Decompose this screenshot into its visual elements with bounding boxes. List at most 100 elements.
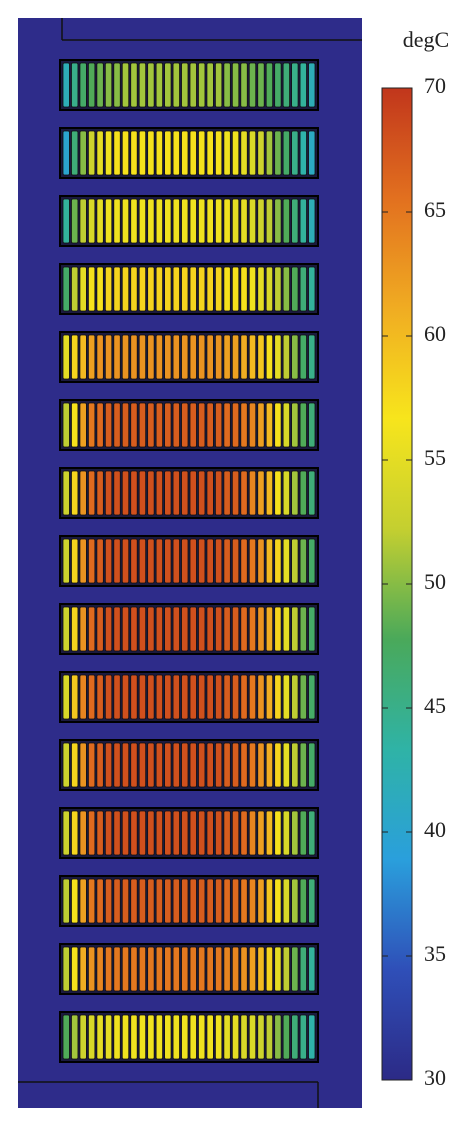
- cell: [172, 470, 180, 516]
- cell: [299, 334, 307, 380]
- cell: [214, 266, 223, 312]
- cell: [172, 62, 180, 108]
- cell: [155, 946, 163, 992]
- cell: [274, 198, 282, 244]
- cell: [181, 266, 189, 312]
- cell: [121, 266, 130, 312]
- cell: [231, 946, 240, 992]
- cell: [113, 1014, 121, 1060]
- cell: [248, 402, 257, 448]
- cell: [198, 402, 206, 448]
- cell: [138, 334, 147, 380]
- cell: [147, 62, 155, 108]
- cell: [299, 470, 307, 516]
- cell: [240, 946, 248, 992]
- cell: [62, 810, 70, 856]
- cell: [206, 198, 214, 244]
- cell: [138, 878, 147, 924]
- cell: [257, 334, 265, 380]
- cell: [113, 674, 121, 720]
- cell: [308, 130, 316, 176]
- cell: [291, 878, 299, 924]
- cell: [206, 946, 214, 992]
- cell: [88, 470, 96, 516]
- cell: [181, 606, 189, 652]
- cell: [96, 674, 104, 720]
- cell: [88, 62, 96, 108]
- cell: [257, 810, 265, 856]
- cell: [104, 742, 113, 788]
- cell: [79, 674, 87, 720]
- cell: [240, 810, 248, 856]
- cell: [164, 266, 172, 312]
- cell: [189, 470, 197, 516]
- cell: [248, 266, 257, 312]
- cell: [130, 946, 138, 992]
- cell: [172, 878, 180, 924]
- cell: [96, 198, 104, 244]
- cell: [71, 266, 79, 312]
- cell: [240, 266, 248, 312]
- cell: [62, 1014, 70, 1060]
- cell: [223, 538, 231, 584]
- cell: [96, 334, 104, 380]
- cell: [223, 470, 231, 516]
- cell: [282, 878, 290, 924]
- cell: [308, 606, 316, 652]
- cell: [181, 674, 189, 720]
- cell: [147, 742, 155, 788]
- cell: [62, 470, 70, 516]
- cell: [231, 674, 240, 720]
- cell: [248, 810, 257, 856]
- cell: [299, 674, 307, 720]
- cell: [164, 606, 172, 652]
- cell: [138, 198, 147, 244]
- cell: [299, 198, 307, 244]
- cell: [164, 1014, 172, 1060]
- cell: [240, 878, 248, 924]
- cell: [88, 402, 96, 448]
- cell: [155, 878, 163, 924]
- colorbar-tick-label: 45: [424, 693, 446, 718]
- cell: [198, 62, 206, 108]
- cell: [147, 674, 155, 720]
- cell: [265, 878, 274, 924]
- cell: [79, 130, 87, 176]
- cell: [291, 538, 299, 584]
- cell: [214, 62, 223, 108]
- cell: [79, 1014, 87, 1060]
- cell: [96, 62, 104, 108]
- cell: [155, 538, 163, 584]
- cell: [291, 198, 299, 244]
- cell: [308, 62, 316, 108]
- cell: [113, 470, 121, 516]
- cell: [138, 606, 147, 652]
- cell: [71, 538, 79, 584]
- cell: [113, 810, 121, 856]
- cell: [282, 674, 290, 720]
- cell: [231, 334, 240, 380]
- cell: [147, 878, 155, 924]
- cell: [71, 878, 79, 924]
- cell: [88, 606, 96, 652]
- cell: [155, 266, 163, 312]
- cell: [248, 742, 257, 788]
- cell: [214, 538, 223, 584]
- cell: [308, 810, 316, 856]
- cell: [62, 402, 70, 448]
- cell: [274, 334, 282, 380]
- cell: [274, 266, 282, 312]
- cell: [62, 198, 70, 244]
- cell: [291, 334, 299, 380]
- cell: [172, 198, 180, 244]
- cell: [223, 606, 231, 652]
- cell: [223, 130, 231, 176]
- cell: [257, 470, 265, 516]
- cell: [240, 606, 248, 652]
- cell: [240, 334, 248, 380]
- cell: [130, 742, 138, 788]
- cell: [240, 470, 248, 516]
- cell: [113, 198, 121, 244]
- cell: [206, 742, 214, 788]
- cell: [231, 198, 240, 244]
